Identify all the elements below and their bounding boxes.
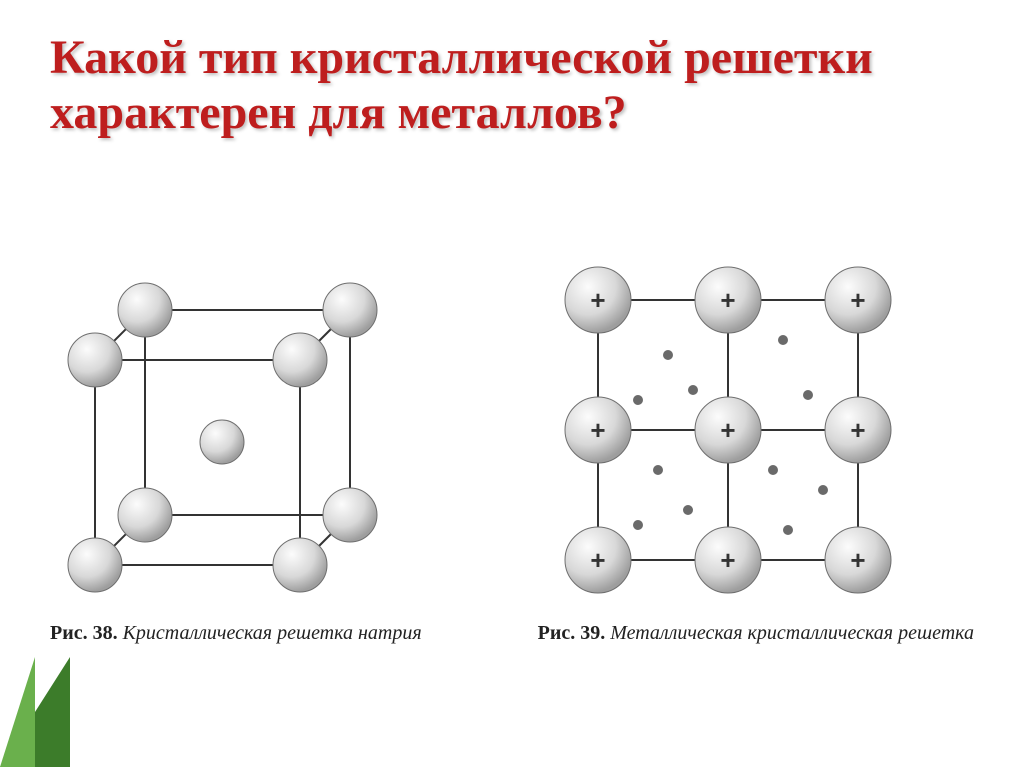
figure-38-caption: Рис. 38. Кристаллическая решетка натрия bbox=[50, 622, 422, 645]
figure-38-label: Рис. 38. bbox=[50, 622, 118, 644]
figure-39-caption: Рис. 39. Металлическая кристаллическая р… bbox=[538, 622, 974, 645]
title-heading: Какой тип кристаллической решетки характ… bbox=[50, 30, 974, 140]
svg-text:+: + bbox=[720, 285, 735, 315]
svg-text:+: + bbox=[720, 415, 735, 445]
svg-text:+: + bbox=[590, 415, 605, 445]
figure-39-text: Металлическая кристаллическая решетка bbox=[610, 622, 974, 644]
svg-text:+: + bbox=[720, 545, 735, 575]
svg-text:+: + bbox=[590, 545, 605, 575]
slide-accent-icon bbox=[0, 657, 70, 767]
figure-38: Рис. 38. Кристаллическая решетка натрия bbox=[50, 240, 422, 645]
figure-39-svg: + + + + + + + + + bbox=[538, 240, 918, 610]
svg-text:+: + bbox=[850, 415, 865, 445]
figures-row: Рис. 38. Кристаллическая решетка натрия … bbox=[50, 240, 974, 645]
svg-text:+: + bbox=[850, 545, 865, 575]
figure-38-svg bbox=[50, 240, 410, 610]
figure-39-label: Рис. 39. bbox=[538, 622, 606, 644]
page-title: Какой тип кристаллической решетки характ… bbox=[50, 30, 974, 140]
svg-text:+: + bbox=[590, 285, 605, 315]
svg-text:+: + bbox=[850, 285, 865, 315]
figure-39: + + + + + + + + + Рис. 39. Металлическая кристал… bbox=[538, 240, 974, 645]
figure-38-text: Кристаллическая решетка натрия bbox=[123, 622, 422, 644]
